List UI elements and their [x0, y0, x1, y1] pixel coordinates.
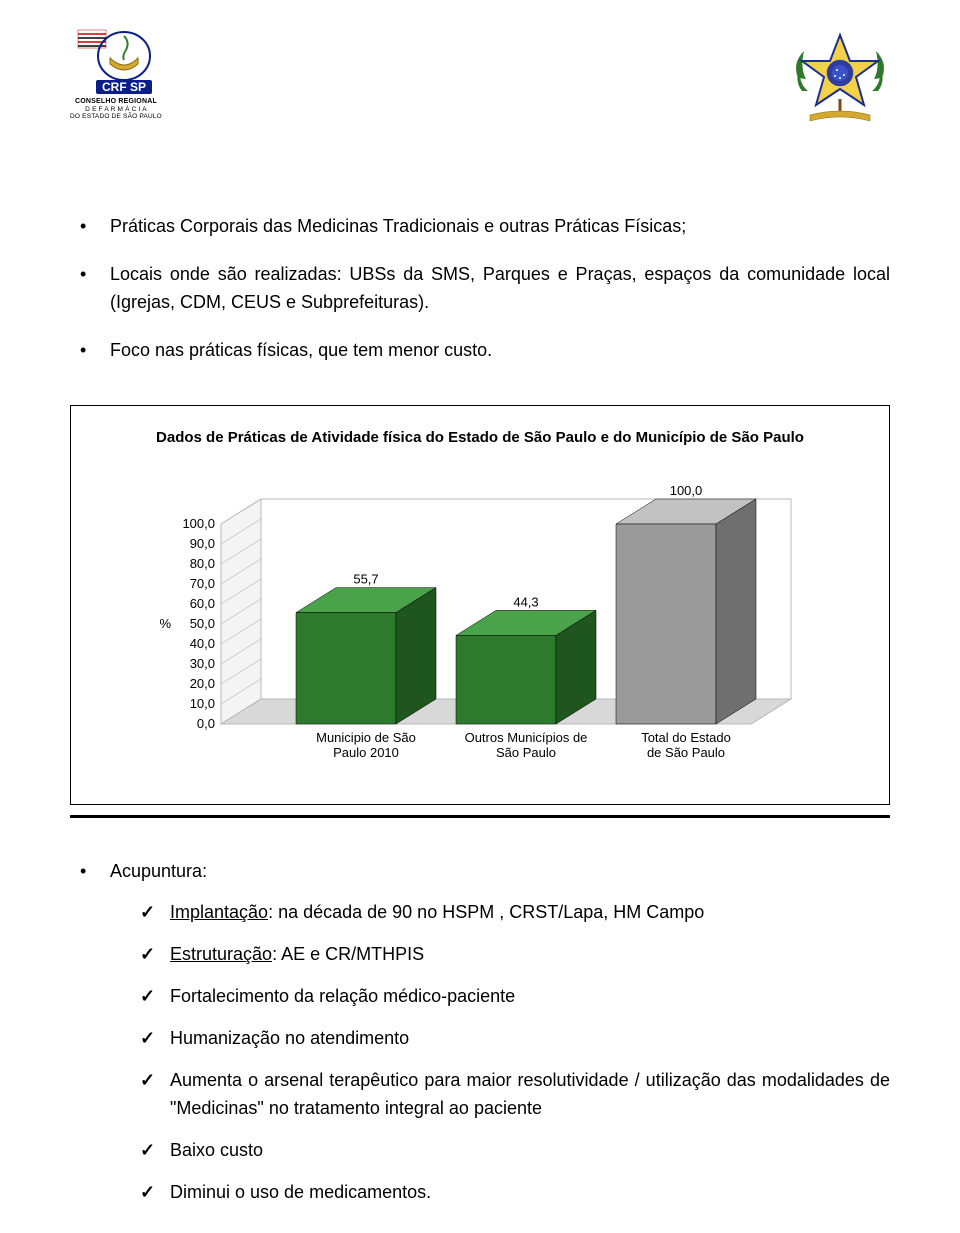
chart-plot-area: 0,0 10,0 20,0 30,0 40,0 50,0 60,0 70,0 80,0 90,0 1… [131, 469, 859, 769]
svg-text:Total do Estado: Total do Estado [641, 730, 731, 745]
bullet-item: Foco nas práticas físicas, que tem menor… [80, 337, 890, 365]
svg-text:Outros Municípios de: Outros Municípios de [465, 730, 588, 745]
check-item: Fortalecimento da relação médico-pacient… [140, 983, 890, 1011]
svg-text:70,0: 70,0 [190, 576, 215, 591]
bullet-item: Práticas Corporais das Medicinas Tradici… [80, 213, 890, 241]
svg-text:0,0: 0,0 [197, 716, 215, 731]
check-item: Baixo custo [140, 1137, 890, 1165]
crf-sp-logo: CRF SP CONSELHO REGIONAL D E F A R M Á C… [70, 28, 162, 120]
check-item: Implantação: na década de 90 no HSPM , C… [140, 899, 890, 927]
crf-sp-caption: CONSELHO REGIONAL D E F A R M Á C I A DO… [70, 98, 162, 120]
svg-text:Municipio de São: Municipio de São [316, 730, 416, 745]
check-text: : AE e CR/MTHPIS [272, 944, 424, 964]
underlined-term: Implantação [170, 902, 268, 922]
svg-text:São Paulo: São Paulo [496, 745, 556, 760]
check-text: : na década de 90 no HSPM , CRST/Lapa, H… [268, 902, 704, 922]
bullet-item: Locais onde são realizadas: UBSs da SMS,… [80, 261, 890, 317]
check-list: Implantação: na década de 90 no HSPM , C… [110, 899, 890, 1206]
caption-line: CONSELHO REGIONAL [70, 98, 162, 106]
svg-text:44,3: 44,3 [513, 594, 538, 609]
svg-text:90,0: 90,0 [190, 536, 215, 551]
svg-text:de São Paulo: de São Paulo [647, 745, 725, 760]
svg-text:40,0: 40,0 [190, 636, 215, 651]
bar-chart-3d: 0,0 10,0 20,0 30,0 40,0 50,0 60,0 70,0 80,0 90,0 1… [131, 469, 831, 769]
svg-text:10,0: 10,0 [190, 696, 215, 711]
bullet-list-bottom: Acupuntura: Implantação: na década de 90… [70, 858, 890, 1207]
svg-text:30,0: 30,0 [190, 656, 215, 671]
svg-text:55,7: 55,7 [353, 571, 378, 586]
check-item: Diminui o uso de medicamentos. [140, 1179, 890, 1207]
check-item: Estruturação: AE e CR/MTHPIS [140, 941, 890, 969]
brazil-coat-of-arms [790, 28, 890, 123]
svg-text:100,0: 100,0 [182, 516, 215, 531]
svg-text:80,0: 80,0 [190, 556, 215, 571]
page-header: CRF SP CONSELHO REGIONAL D E F A R M Á C… [70, 28, 890, 123]
svg-text:60,0: 60,0 [190, 596, 215, 611]
coat-of-arms-icon [790, 28, 890, 123]
chart-title: Dados de Práticas de Atividade física do… [101, 426, 859, 449]
check-item: Humanização no atendimento [140, 1025, 890, 1053]
chart-container: Dados de Práticas de Atividade física do… [70, 405, 890, 805]
svg-text:Paulo 2010: Paulo 2010 [333, 745, 399, 760]
svg-text:50,0: 50,0 [190, 616, 215, 631]
page-content: Práticas Corporais das Medicinas Tradici… [70, 213, 890, 1207]
chart-underline [70, 815, 890, 818]
svg-text:20,0: 20,0 [190, 676, 215, 691]
caption-line: D E F A R M Á C I A [70, 106, 162, 113]
check-item: Aumenta o arsenal terapêutico para maior… [140, 1067, 890, 1123]
svg-text:100,0: 100,0 [670, 483, 703, 498]
svg-text:CRF SP: CRF SP [102, 80, 146, 94]
underlined-term: Estruturação [170, 944, 272, 964]
svg-text:%: % [159, 616, 171, 631]
crf-sp-emblem: CRF SP [76, 28, 156, 96]
bullet-item-acupuntura: Acupuntura: Implantação: na década de 90… [80, 858, 890, 1207]
acupuntura-heading: Acupuntura: [110, 861, 207, 881]
bullet-list-top: Práticas Corporais das Medicinas Tradici… [70, 213, 890, 365]
caption-line: DO ESTADO DE SÃO PAULO [70, 113, 162, 120]
